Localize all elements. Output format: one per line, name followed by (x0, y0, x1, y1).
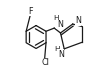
Text: N: N (75, 16, 81, 25)
Text: Cl: Cl (42, 58, 50, 67)
Text: H: H (53, 15, 59, 21)
Text: N: N (57, 20, 63, 29)
Text: F: F (29, 7, 33, 16)
Text: N: N (58, 50, 64, 59)
Text: H: H (54, 46, 60, 52)
